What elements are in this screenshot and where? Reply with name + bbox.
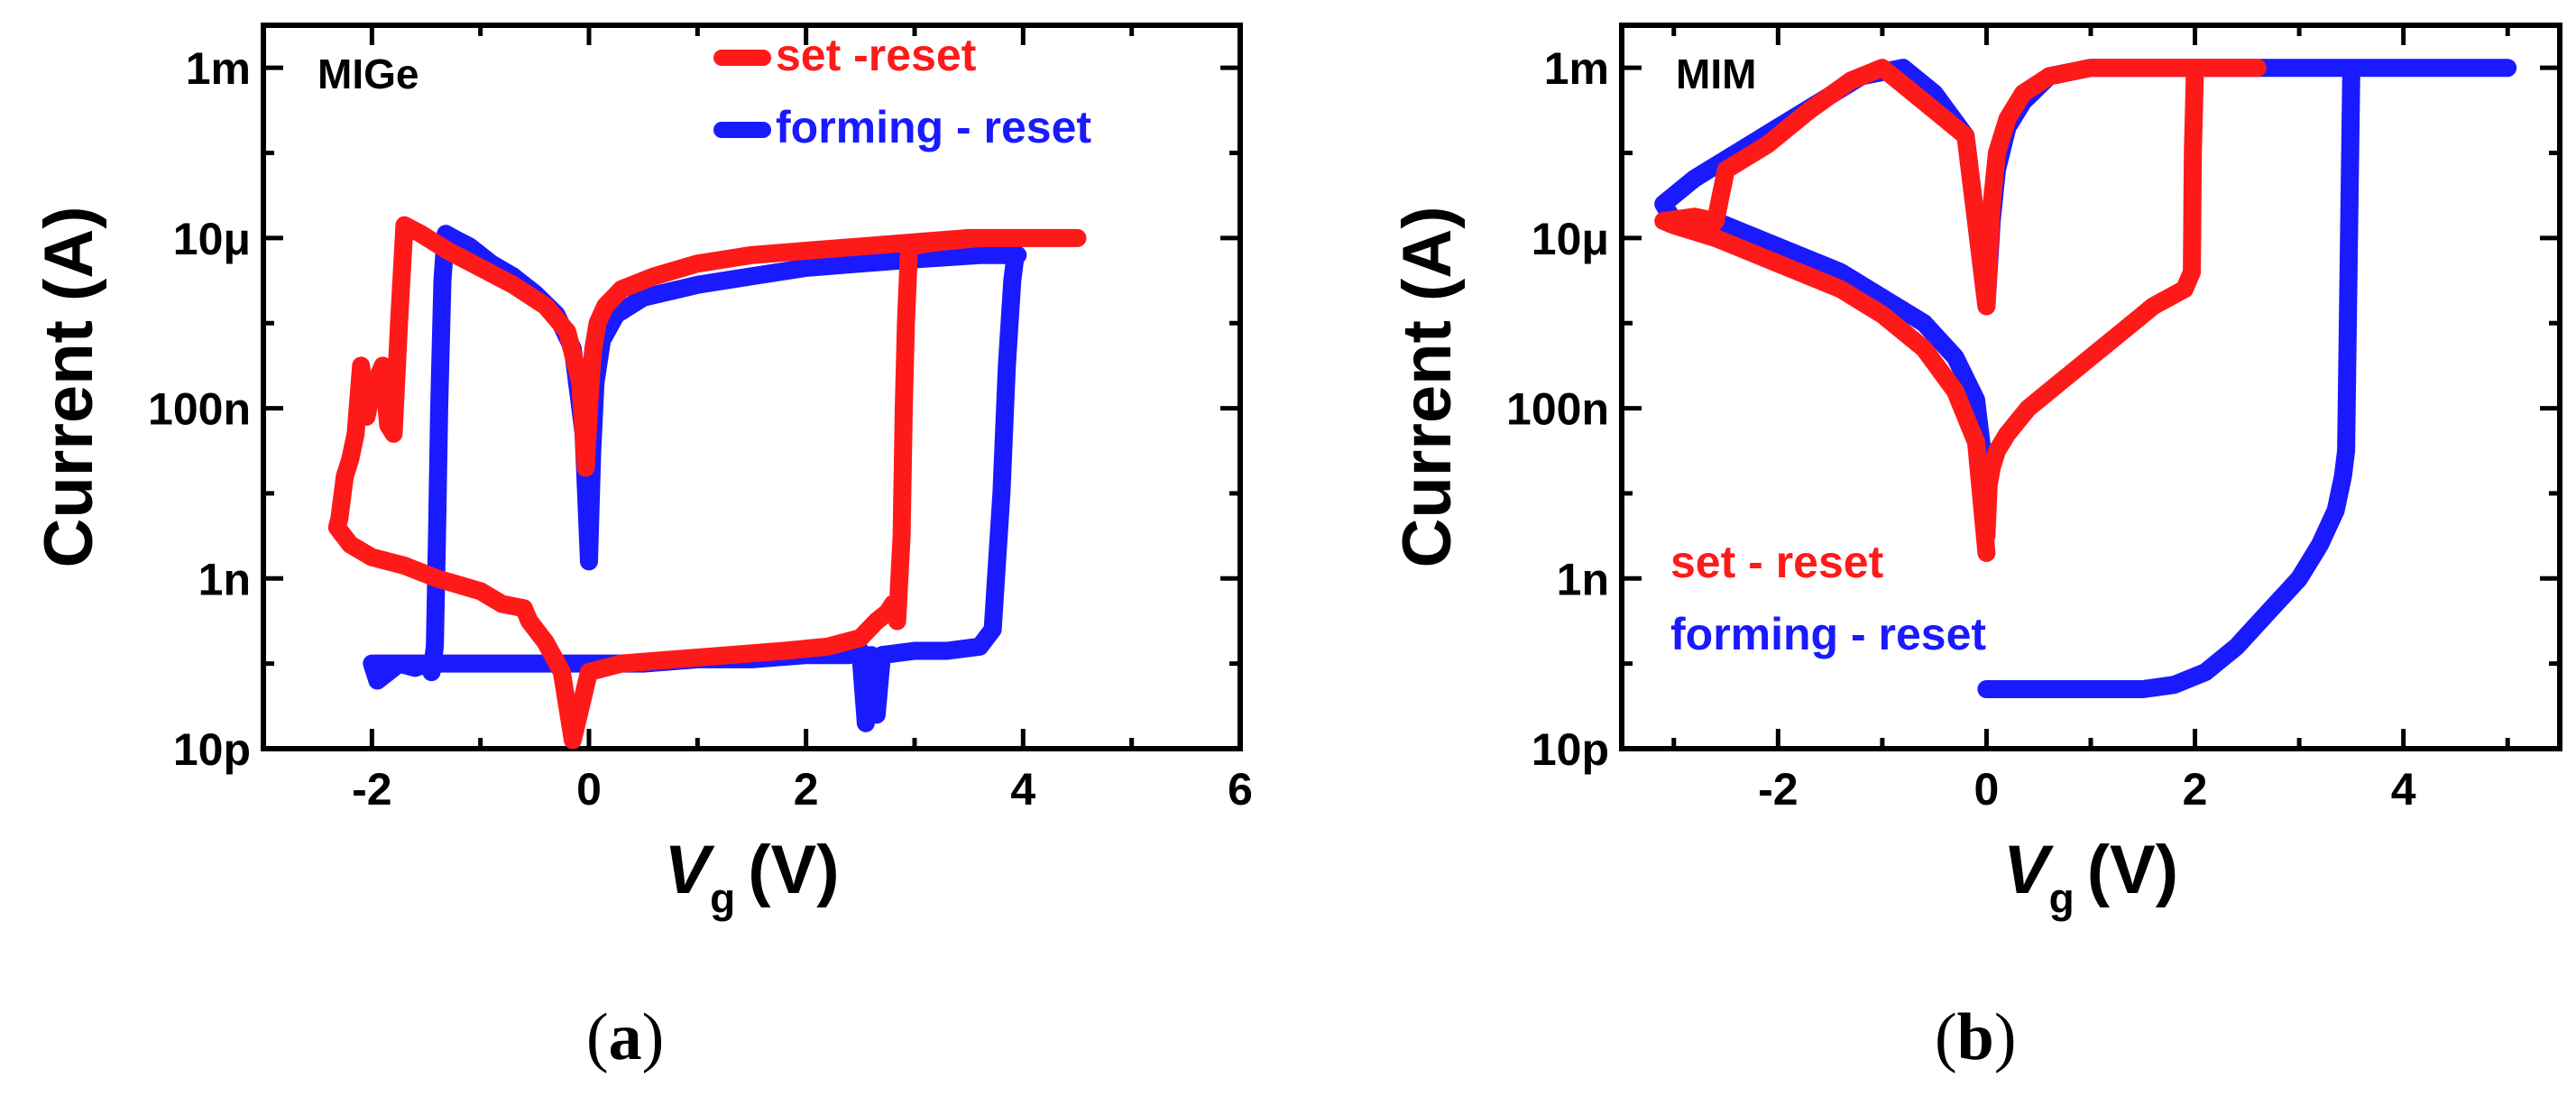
y-tick-label: 1n: [198, 554, 251, 604]
y-axis-label: Current (A): [1389, 206, 1466, 567]
y-tick-label: 10μ: [173, 214, 251, 264]
y-tick-label: 10μ: [1532, 214, 1609, 264]
panel-annotation: MIM: [1676, 51, 1756, 97]
chart-panel-a: 10p 1n 100n 10μ 1m -2 0 2 4 6 Vg (V) Current (A) MIGe…: [31, 23, 1253, 922]
x-tick-label: 4: [2391, 764, 2416, 815]
y-tick-label: 100n: [1506, 384, 1609, 435]
y-tick-label: 10p: [1532, 724, 1609, 775]
plot-frame: [261, 23, 1243, 751]
panel-label-a: (a): [586, 1000, 665, 1074]
x-axis-label: Vg (V): [2003, 832, 2178, 922]
x-tick-label: 2: [2183, 764, 2208, 815]
y-tick-label: 1m: [186, 43, 251, 94]
panel-label-b: (b): [1935, 1000, 2017, 1074]
legend-label: forming - reset: [776, 102, 1091, 152]
y-tick-label: 100n: [148, 384, 251, 435]
series-set-reset: [327, 216, 1087, 749]
x-tick-label: -2: [352, 764, 391, 815]
x-axis-label: Vg (V): [664, 832, 839, 922]
series-set-reset: [1654, 59, 2267, 562]
legend-label: set - reset: [1670, 537, 1884, 587]
legend-label: forming - reset: [1670, 609, 1986, 659]
series-forming-reset: [1654, 59, 2517, 698]
x-tick-label: -2: [1758, 764, 1798, 815]
y-axis-label: Current (A): [31, 206, 107, 567]
y-tick-label: 10p: [173, 724, 251, 775]
x-tick-label: 0: [1974, 764, 2000, 815]
x-tick-label: 2: [794, 764, 819, 815]
x-tick-label: 0: [576, 764, 602, 815]
y-tick-label: 1n: [1557, 554, 1609, 604]
x-tick-label: 4: [1010, 764, 1035, 815]
legend-label: set -reset: [776, 30, 977, 80]
y-tick-label: 1m: [1544, 43, 1609, 94]
chart-panel-b: 10p 1n 100n 10μ 1m -2 0 2 4 Vg (V) Current (A) MIM se…: [1389, 23, 2562, 922]
panel-annotation: MIGe: [317, 51, 419, 97]
x-tick-label: 6: [1228, 764, 1253, 815]
